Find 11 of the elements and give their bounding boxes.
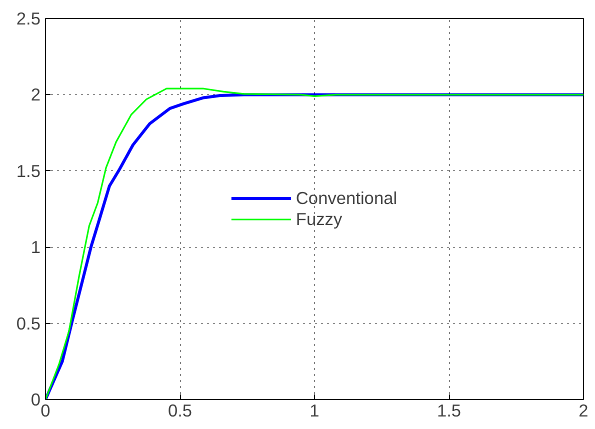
x-tick-label: 0.5 — [168, 400, 192, 420]
y-tick-label: 2.5 — [16, 8, 41, 28]
legend-label: Fuzzy — [296, 208, 342, 230]
y-tick-label: 1.5 — [16, 160, 41, 181]
y-tick-label: 2 — [30, 84, 41, 105]
legend-label: Conventional — [296, 188, 398, 208]
x-tick-label: 1.5 — [436, 400, 462, 420]
y-tick-label: 0.5 — [16, 313, 41, 334]
y-tick-label: 1 — [30, 237, 41, 258]
x-tick-label: 2 — [578, 400, 588, 420]
x-tick-label: 1 — [310, 400, 320, 420]
